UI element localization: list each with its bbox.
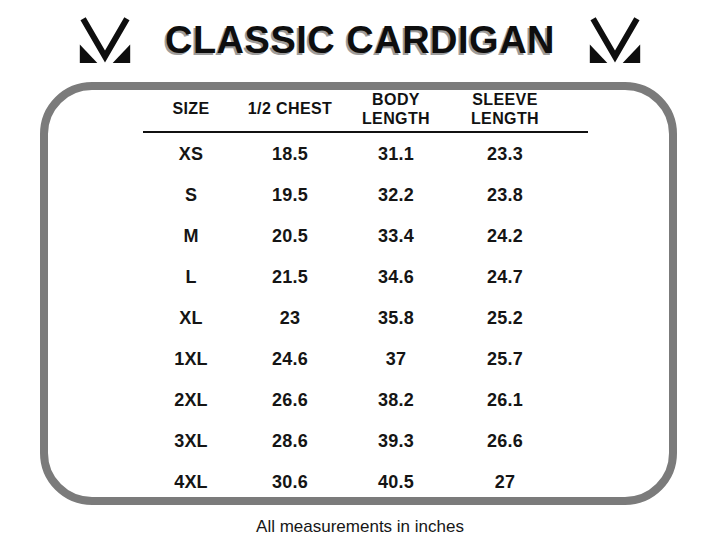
cell-sleeve-length: 23.8 <box>451 185 559 206</box>
table-row: XL 23 35.8 25.2 <box>143 298 559 339</box>
header-divider <box>143 131 588 133</box>
m-logo-icon <box>587 17 643 63</box>
measurements-note: All measurements in inches <box>0 517 720 537</box>
table-row: 2XL 26.6 38.2 26.1 <box>143 380 559 421</box>
table-row: 1XL 24.6 37 25.7 <box>143 339 559 380</box>
cell-size: 2XL <box>143 390 239 411</box>
cell-body-length: 35.8 <box>341 308 451 329</box>
page-header: CLASSIC CARDIGAN <box>0 12 720 68</box>
cell-size: M <box>143 226 239 247</box>
cell-body-length: 39.3 <box>341 431 451 452</box>
cell-body-length: 37 <box>341 349 451 370</box>
cell-body-length: 33.4 <box>341 226 451 247</box>
cell-body-length: 34.6 <box>341 267 451 288</box>
cell-size: S <box>143 185 239 206</box>
cell-sleeve-length: 24.2 <box>451 226 559 247</box>
cell-half-chest: 21.5 <box>239 267 341 288</box>
cell-half-chest: 18.5 <box>239 144 341 165</box>
cell-half-chest: 26.6 <box>239 390 341 411</box>
m-logo-icon <box>77 17 133 63</box>
table-row: 4XL 30.6 40.5 27 <box>143 462 559 503</box>
column-header-size: SIZE <box>143 99 239 118</box>
cell-sleeve-length: 26.1 <box>451 390 559 411</box>
column-header-half-chest: 1/2 CHEST <box>239 99 341 118</box>
cell-size: XS <box>143 144 239 165</box>
cell-half-chest: 28.6 <box>239 431 341 452</box>
cell-sleeve-length: 25.2 <box>451 308 559 329</box>
table-row: S 19.5 32.2 23.8 <box>143 175 559 216</box>
table-row: L 21.5 34.6 24.7 <box>143 257 559 298</box>
cell-sleeve-length: 25.7 <box>451 349 559 370</box>
cell-half-chest: 19.5 <box>239 185 341 206</box>
cell-sleeve-length: 27 <box>451 472 559 493</box>
cell-half-chest: 23 <box>239 308 341 329</box>
cell-body-length: 31.1 <box>341 144 451 165</box>
column-header-sleeve-length: SLEEVE LENGTH <box>451 90 559 128</box>
size-table-body: XS 18.5 31.1 23.3 S 19.5 32.2 23.8 M 20.… <box>143 134 559 503</box>
cell-body-length: 38.2 <box>341 390 451 411</box>
cell-size: 1XL <box>143 349 239 370</box>
cell-half-chest: 30.6 <box>239 472 341 493</box>
cell-body-length: 32.2 <box>341 185 451 206</box>
cell-sleeve-length: 23.3 <box>451 144 559 165</box>
cell-size: 4XL <box>143 472 239 493</box>
cell-body-length: 40.5 <box>341 472 451 493</box>
page-title: CLASSIC CARDIGAN <box>165 19 555 62</box>
column-header-body-length: BODY LENGTH <box>341 90 451 128</box>
cell-size: L <box>143 267 239 288</box>
cell-size: XL <box>143 308 239 329</box>
cell-sleeve-length: 26.6 <box>451 431 559 452</box>
cell-size: 3XL <box>143 431 239 452</box>
table-row: M 20.5 33.4 24.2 <box>143 216 559 257</box>
table-row: XS 18.5 31.1 23.3 <box>143 134 559 175</box>
table-row: 3XL 28.6 39.3 26.6 <box>143 421 559 462</box>
cell-sleeve-length: 24.7 <box>451 267 559 288</box>
table-header-row: SIZE 1/2 CHEST BODY LENGTH SLEEVE LENGTH <box>143 88 559 130</box>
cell-half-chest: 20.5 <box>239 226 341 247</box>
cell-half-chest: 24.6 <box>239 349 341 370</box>
